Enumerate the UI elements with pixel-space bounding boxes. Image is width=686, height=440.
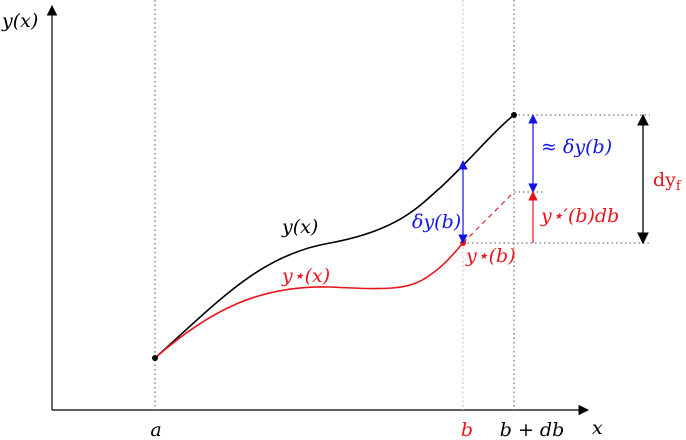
end-point	[511, 112, 517, 118]
start-point	[152, 355, 158, 361]
curve-y	[154, 114, 515, 359]
dy-f-label: dyf	[653, 169, 682, 194]
curve-y-label: y(x)	[281, 216, 318, 238]
y-star-b-label: y⋆(b)	[465, 245, 516, 267]
delta-y-b-label: δy(b)	[412, 211, 461, 233]
x-axis-label: x	[592, 417, 603, 439]
tick-b: b	[461, 419, 473, 440]
tick-a: a	[150, 419, 161, 440]
dy-f-main: dy	[653, 169, 676, 191]
curve-y-star	[154, 242, 464, 359]
y-axis-label: y(x)	[1, 10, 38, 32]
tick-b-db: b + db	[500, 419, 565, 440]
dy-f-subscript: f	[676, 179, 682, 194]
approx-delta-label: ≈ δy(b)	[541, 136, 612, 158]
tangent-extension	[462, 191, 515, 244]
y-star-prime-label: y⋆′(b)db	[540, 205, 619, 227]
curve-y-star-label: y⋆(x)	[281, 265, 330, 287]
